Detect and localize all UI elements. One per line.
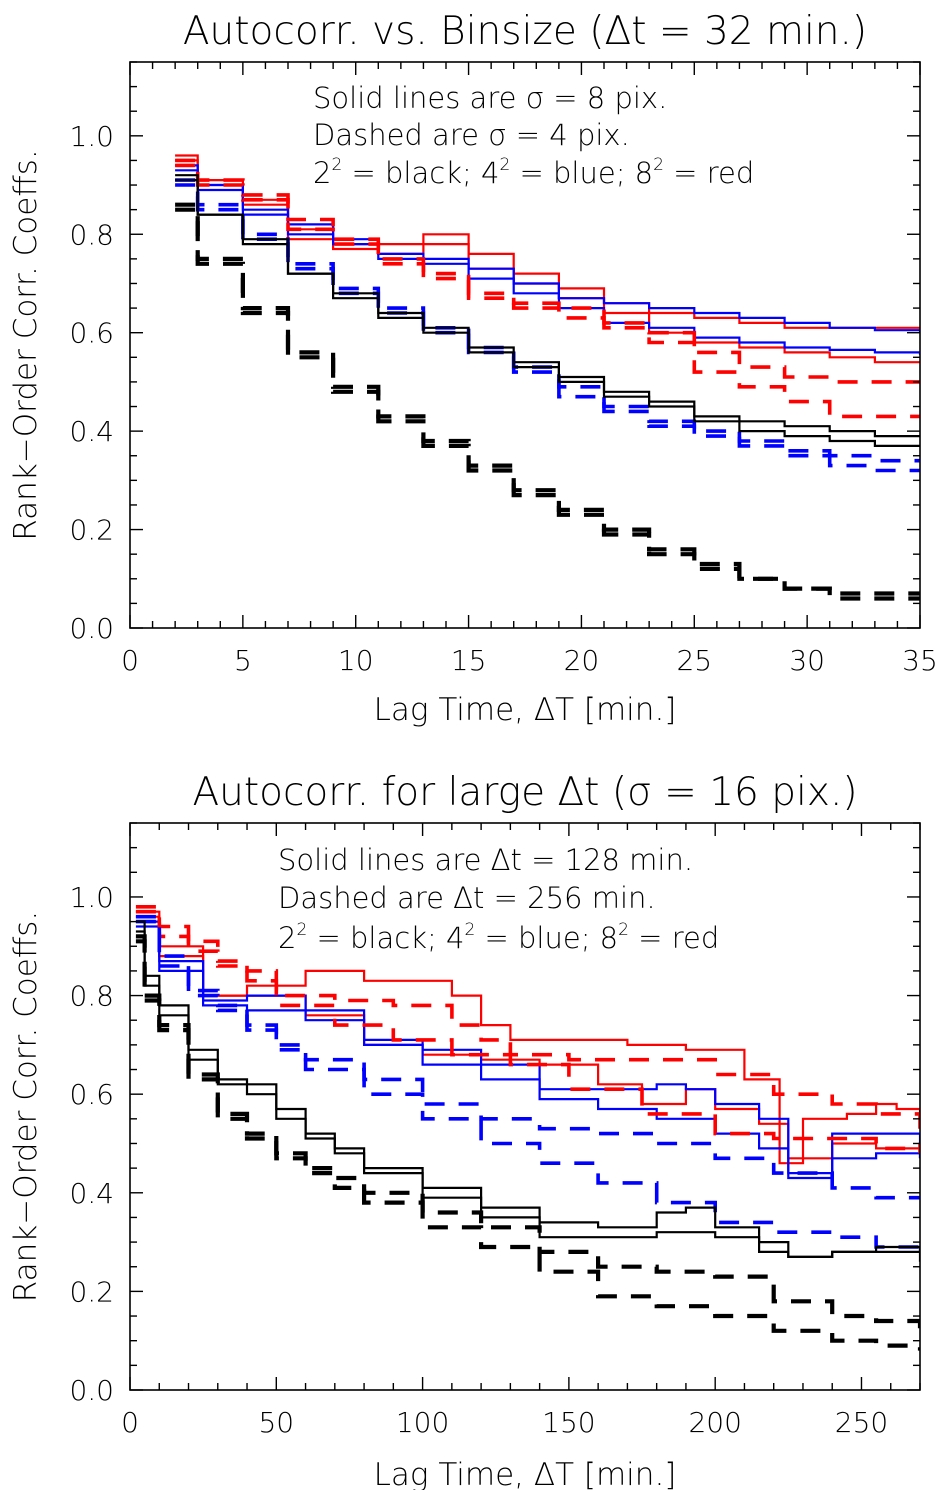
x-tick-label: 150 xyxy=(542,1406,595,1439)
x-tick-label: 0 xyxy=(121,644,139,677)
y-tick-label: 0.8 xyxy=(69,980,114,1013)
annotation-superscript: 2 xyxy=(499,155,510,175)
annotation-fragment: = blue; 8 xyxy=(510,156,653,190)
y-tick-label: 0.2 xyxy=(69,514,114,547)
annotation-line-1: Solid lines are Δt = 128 min. xyxy=(278,843,693,877)
annotation-superscript: 2 xyxy=(464,920,475,940)
solid-series-line-9 xyxy=(175,179,920,447)
x-tick-label: 10 xyxy=(338,644,374,677)
y-tick-label: 0.8 xyxy=(69,218,114,251)
y-tick-label: 0.0 xyxy=(69,1374,114,1407)
annotation-superscript: 2 xyxy=(331,155,342,175)
dashed-series-line-10 xyxy=(175,202,920,596)
chart-title: Autocorr. vs. Binsize (Δt = 32 min.) xyxy=(183,9,867,54)
x-tick-label: 250 xyxy=(835,1406,888,1439)
annotation-line-2: Dashed are Δt = 256 min. xyxy=(278,881,656,915)
annotation-fragment: = red xyxy=(664,156,754,190)
y-axis-label: Rank−Order Corr. Coeffs. xyxy=(8,149,44,540)
x-tick-label: 20 xyxy=(564,644,600,677)
annotation-fragment: = black; 4 xyxy=(342,156,499,190)
annotation-line-1: Solid lines are σ = 8 pix. xyxy=(313,81,667,115)
x-axis-label: Lag Time, ΔT [min.] xyxy=(374,692,677,728)
dashed-series-line-4 xyxy=(135,905,920,1149)
dashed-series-line-5 xyxy=(175,163,920,419)
annotation-line-2: Dashed are σ = 4 pix. xyxy=(313,118,630,152)
plot-frame xyxy=(129,822,921,1391)
annotation-line-3: 22 = black; 42 = blue; 82 = red xyxy=(278,920,719,955)
x-tick-label: 25 xyxy=(676,644,712,677)
x-tick-label: 30 xyxy=(789,644,825,677)
y-tick-label: 0.2 xyxy=(69,1275,114,1308)
solid-series-line-3 xyxy=(135,925,920,1180)
dashed-series-line-6 xyxy=(135,914,920,1200)
y-tick-label: 0.6 xyxy=(69,1078,114,1111)
dashed-series-line-5 xyxy=(135,909,920,1154)
annotation-superscript: 2 xyxy=(296,920,307,940)
y-tick-label: 0.0 xyxy=(69,612,114,645)
x-tick-label: 15 xyxy=(451,644,487,677)
annotation-fragment: = black; 4 xyxy=(307,921,464,955)
y-tick-label: 0.4 xyxy=(69,415,114,448)
solid-series-line-8 xyxy=(135,920,920,1258)
dashed-series-line-11 xyxy=(135,939,920,1351)
y-tick-label: 0.6 xyxy=(69,317,114,350)
y-tick-label: 1.0 xyxy=(69,120,114,153)
x-tick-label: 0 xyxy=(121,1406,139,1439)
annotation-fragment: = red xyxy=(629,921,719,955)
y-tick-label: 0.4 xyxy=(69,1177,114,1210)
annotation-fragment: 2 xyxy=(278,921,296,955)
annotation-fragment: = blue; 8 xyxy=(475,921,618,955)
dashed-series-line-11 xyxy=(175,207,920,601)
solid-series-line-9 xyxy=(135,930,920,1262)
x-tick-label: 5 xyxy=(234,644,252,677)
x-tick-label: 200 xyxy=(688,1406,741,1439)
y-tick-label: 1.0 xyxy=(69,881,114,914)
plot-frame xyxy=(129,61,921,629)
x-axis-label: Lag Time, ΔT [min.] xyxy=(374,1457,677,1490)
bottom-chart: Autocorr. for large Δt (σ = 16 pix.) 0 50 1… xyxy=(8,770,921,1490)
annotation-fragment: 2 xyxy=(313,156,331,190)
x-tick-label: 35 xyxy=(902,644,938,677)
top-chart: Autocorr. vs. Binsize (Δt = 32 min.) 0 5 10… xyxy=(8,9,938,728)
dashed-series-line-7 xyxy=(135,919,920,1249)
annotation-superscript: 2 xyxy=(653,155,664,175)
series-group xyxy=(135,905,920,1351)
chart-title: Autocorr. for large Δt (σ = 16 pix.) xyxy=(192,770,857,815)
x-tick-label: 50 xyxy=(258,1406,294,1439)
annotation-superscript: 2 xyxy=(618,920,629,940)
series-group xyxy=(175,154,920,601)
annotation-line-3: 22 = black; 42 = blue; 82 = red xyxy=(313,155,754,190)
y-axis-label: Rank−Order Corr. Coeffs. xyxy=(8,911,44,1302)
dashed-series-line-10 xyxy=(135,934,920,1331)
solid-series-line-0 xyxy=(135,910,920,1165)
x-tick-label: 100 xyxy=(396,1406,449,1439)
